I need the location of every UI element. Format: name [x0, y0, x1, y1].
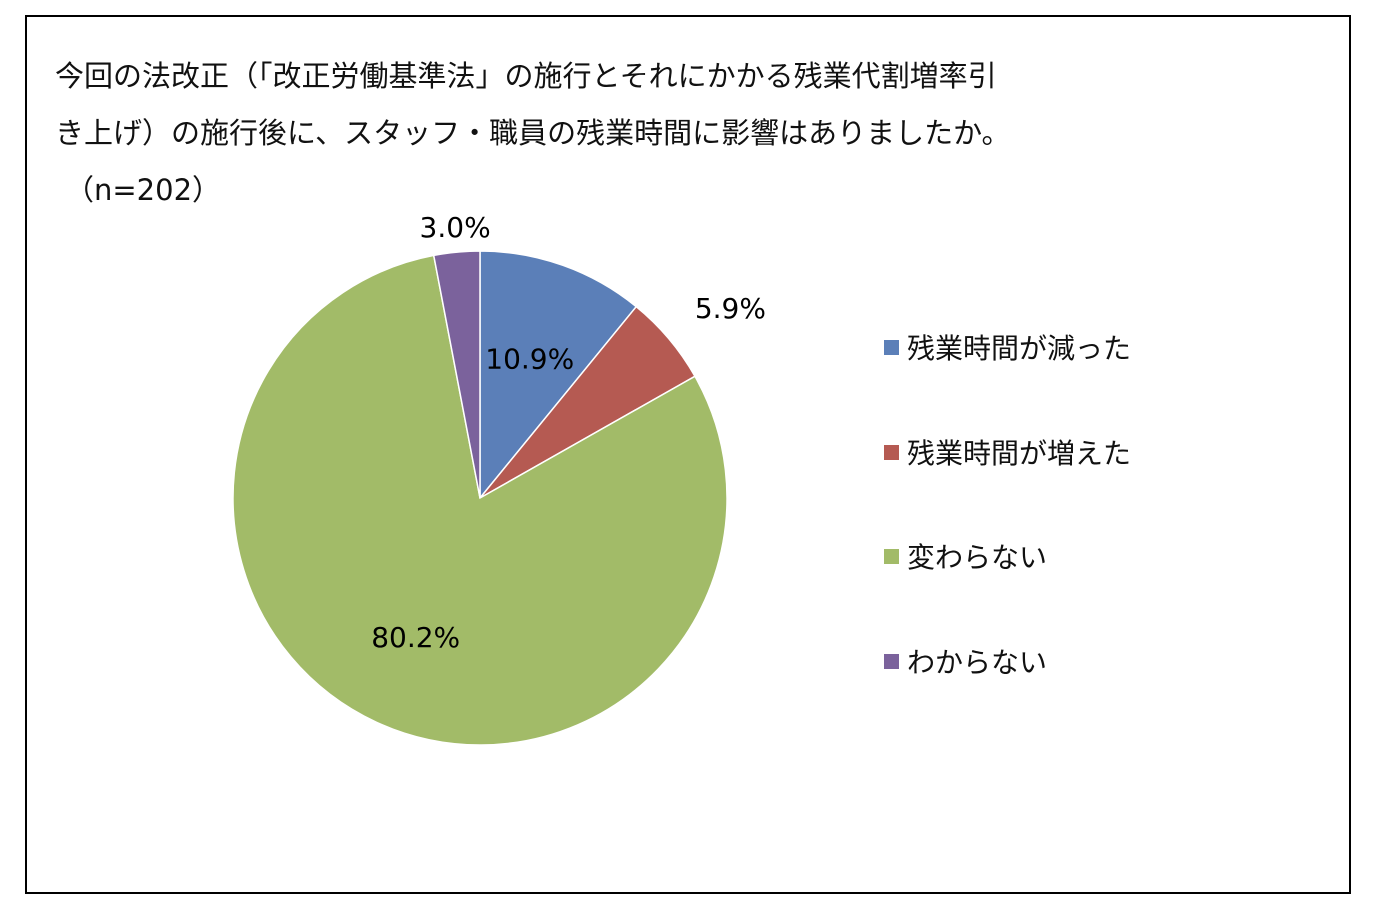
data-label-decreased: 10.9% [485, 342, 574, 375]
title-line-1: 今回の法改正（「改正労働基準法」の施行とそれにかかる残業代割増率引 [55, 59, 997, 93]
chart-title: 今回の法改正（「改正労働基準法」の施行とそれにかかる残業代割増率引 き上げ）の施… [55, 48, 1155, 219]
legend-swatch-unknown [884, 653, 899, 669]
data-label-unchanged: 80.2% [371, 621, 460, 654]
pie-data-labels: 10.9% 5.9% 80.2% 3.0% [371, 211, 766, 654]
pie-slice-unchanged [232, 254, 728, 746]
legend-label-increased: 残業時間が増えた [907, 437, 1132, 470]
legend-label-decreased: 残業時間が減った [907, 332, 1132, 365]
title-line-3: （n=202） [65, 173, 222, 207]
legend-label-unknown: わからない [907, 646, 1048, 679]
legend-label-unchanged: 変わらない [907, 541, 1048, 574]
legend-swatch-unchanged [884, 548, 899, 564]
pie-slices [232, 250, 728, 746]
data-label-unknown: 3.0% [420, 211, 491, 244]
legend-swatch-decreased [884, 339, 899, 355]
legend-swatch-increased [884, 444, 899, 460]
legend-item-unknown: わからない [884, 641, 1047, 681]
legend-item-decreased: 残業時間が減った [884, 327, 1131, 367]
title-line-2: き上げ）の施行後に、スタッフ・職員の残業時間に影響はありましたか。 [55, 116, 1011, 150]
pie-slice-decreased [479, 250, 638, 501]
pie-slice-unknown [432, 250, 481, 499]
data-label-increased: 5.9% [695, 292, 766, 325]
legend-item-increased: 残業時間が増えた [884, 432, 1131, 472]
legend-item-unchanged: 変わらない [884, 536, 1047, 576]
